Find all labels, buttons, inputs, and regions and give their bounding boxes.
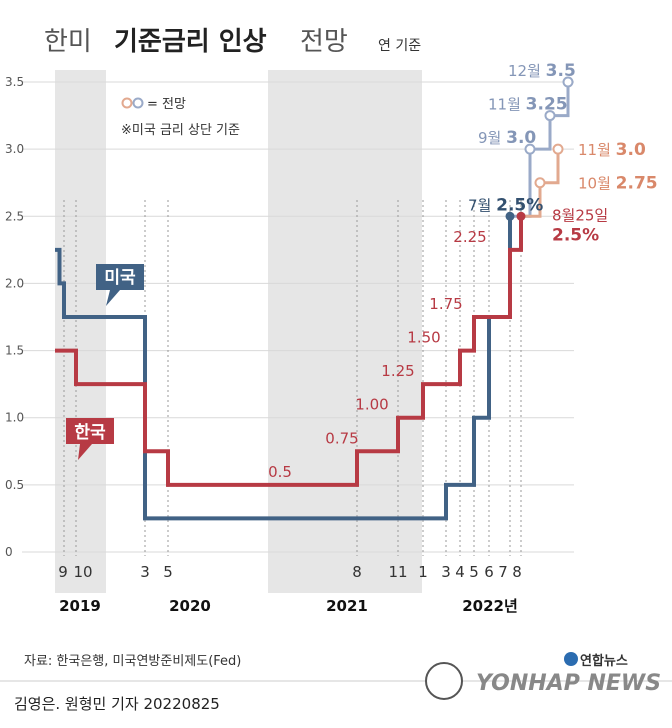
source-note: 자료: 한국은행, 미국연방준비제도(Fed) bbox=[24, 653, 241, 669]
y-tick-label: 1.5 bbox=[5, 344, 24, 358]
us-forecast-label: 12월 3.5 bbox=[508, 61, 576, 81]
series-line-korea bbox=[55, 216, 523, 487]
x-tick-label: 9 bbox=[58, 563, 68, 581]
us-forecast-label: 7월 2.5% bbox=[468, 195, 543, 215]
korea-rate-label: 0.75 bbox=[325, 429, 358, 447]
y-axis-ticks: 0 0.5 1.0 1.5 2.0 2.5 3.0 3.5 bbox=[5, 75, 24, 559]
point-korea-forecast-0 bbox=[534, 177, 546, 189]
korea-forecast-label: 10월 2.75 bbox=[578, 174, 658, 194]
point-us-forecast-1 bbox=[544, 110, 556, 122]
x-tick-label: 5 bbox=[163, 563, 173, 581]
legend-us-note: ※미국 금리 상단 기준 bbox=[121, 123, 240, 138]
logo-korean: 연합뉴스 bbox=[580, 653, 628, 669]
korea-rate-label: 1.50 bbox=[407, 329, 440, 347]
year-label: 2019 bbox=[59, 597, 101, 615]
point-us-forecast-2 bbox=[562, 76, 574, 88]
page-title: 한미 기준금리 인상 전망 연 기준 bbox=[44, 27, 421, 57]
callout-us-text: 미국 bbox=[104, 268, 136, 288]
callout-us: 미국 bbox=[96, 264, 144, 306]
point-us-forecast-0 bbox=[524, 143, 536, 155]
title-suffix: 전망 bbox=[300, 27, 348, 57]
x-tick-label: 11 bbox=[388, 563, 407, 581]
x-tick-label: 3 bbox=[140, 563, 150, 581]
y-tick-label: 0.5 bbox=[5, 478, 24, 492]
us-forecast-label: 11월 3.25 bbox=[488, 95, 568, 115]
credit-line: 김영은. 원형민 기자 20220825 bbox=[14, 695, 220, 713]
callout-korea-bubble bbox=[66, 418, 114, 460]
x-tick-label: 7 bbox=[498, 563, 508, 581]
y-tick-label: 3.0 bbox=[5, 142, 24, 156]
title-prefix: 한미 bbox=[44, 27, 92, 57]
legend-circle-us bbox=[132, 97, 144, 109]
plot-background bbox=[22, 70, 574, 593]
korea-forecast-label: 11월 3.0 bbox=[578, 140, 646, 160]
y-tick-label: 3.5 bbox=[5, 75, 24, 89]
x-tick-label: 4 bbox=[455, 563, 465, 581]
year-label: 2021 bbox=[326, 597, 368, 615]
forecast-points bbox=[505, 76, 574, 221]
y-tick-label: 2.0 bbox=[5, 276, 24, 290]
x-tick-label: 8 bbox=[512, 563, 522, 581]
callout-korea-text: 한국 bbox=[74, 423, 106, 443]
korea-rate-label: 2.25 bbox=[453, 228, 486, 246]
legend-circle-korea bbox=[121, 97, 133, 109]
year-label: 2020 bbox=[169, 597, 211, 615]
yonhap-emblem-icon bbox=[425, 662, 463, 700]
x-tick-label: 8 bbox=[352, 563, 362, 581]
year-label: 2022년 bbox=[462, 597, 518, 615]
x-tick-label: 3 bbox=[441, 563, 451, 581]
callout-korea: 한국 bbox=[66, 418, 114, 460]
korea-rate-label: 0.5 bbox=[268, 463, 292, 481]
korea-rate-label: 1.75 bbox=[429, 295, 462, 313]
x-tick-label: 10 bbox=[73, 563, 92, 581]
logo-english: YONHAP NEWS bbox=[476, 671, 661, 696]
point-korea-forecast-1 bbox=[552, 143, 564, 155]
point-korea-aug bbox=[516, 211, 526, 221]
x-tick-label: 6 bbox=[484, 563, 494, 581]
legend: = 전망 ※미국 금리 상단 기준 bbox=[121, 97, 240, 138]
y-tick-label: 1.0 bbox=[5, 411, 24, 425]
year-band-0 bbox=[55, 70, 106, 593]
series-line-us bbox=[55, 216, 512, 521]
point-us-jul bbox=[505, 211, 515, 221]
legend-forecast-note: = 전망 bbox=[147, 97, 186, 112]
logo-korean-icon bbox=[564, 652, 578, 666]
year-band-1 bbox=[268, 70, 422, 593]
us-forecast-label: 9월 3.0 bbox=[478, 128, 536, 148]
title-subtitle: 연 기준 bbox=[378, 38, 421, 54]
korea-forecast-value: 2.5% bbox=[552, 225, 599, 245]
data-labels: 0.5 0.75 1.00 1.25 1.50 1.75 2.25 7월 2.5% 9월 3.0… bbox=[268, 61, 658, 481]
x-axis-ticks: 9 10 3 5 8 11 1 3 4 5 6 7 8 bbox=[58, 563, 522, 581]
y-tick-label: 0 bbox=[5, 545, 13, 559]
y-tick-label: 2.5 bbox=[5, 209, 24, 223]
korea-rate-label: 1.00 bbox=[355, 396, 388, 414]
title-main: 기준금리 인상 bbox=[114, 27, 267, 57]
korea-rate-label: 1.25 bbox=[381, 362, 414, 380]
x-tick-label: 5 bbox=[469, 563, 479, 581]
yonhap-logo: YONHAP NEWS 연합뉴스 bbox=[425, 652, 661, 700]
callout-us-bubble bbox=[96, 264, 144, 306]
x-tick-label: 1 bbox=[418, 563, 428, 581]
x-axis-years: 2019 2020 2021 2022년 bbox=[59, 597, 518, 615]
korea-forecast-date: 8월25일 bbox=[552, 206, 608, 224]
